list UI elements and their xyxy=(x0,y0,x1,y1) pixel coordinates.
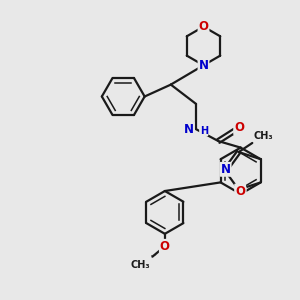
Text: N: N xyxy=(184,123,194,136)
Text: O: O xyxy=(234,121,244,134)
Text: N: N xyxy=(220,163,231,176)
Text: O: O xyxy=(199,20,208,33)
Text: CH₃: CH₃ xyxy=(254,130,273,141)
Text: O: O xyxy=(235,184,245,197)
Text: CH₃: CH₃ xyxy=(130,260,150,270)
Text: N: N xyxy=(199,59,208,72)
Text: methoxy: methoxy xyxy=(150,255,157,256)
Text: N: N xyxy=(236,188,246,200)
Text: H: H xyxy=(200,126,208,136)
Text: O: O xyxy=(160,240,170,253)
